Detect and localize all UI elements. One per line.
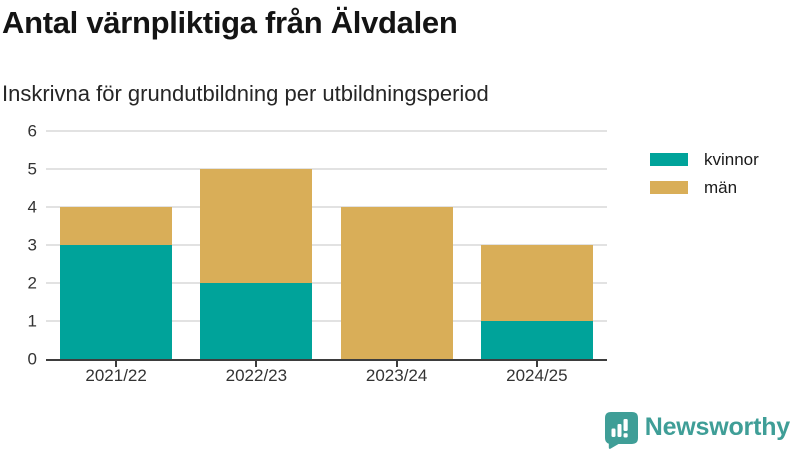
chart-title: Antal värnpliktiga från Älvdalen [2, 5, 458, 40]
x-tick-2024/25 [535, 361, 538, 367]
bar-segment-2022/23-män [200, 169, 313, 283]
bar-slot-2024/25 [467, 131, 607, 367]
gridline-y1 [46, 320, 607, 323]
x-axis-labels: 2021/22 2022/23 2023/24 2024/25 [46, 366, 607, 386]
bar-segment-2022/23-kvinnor [200, 283, 313, 359]
newsworthy-icon [604, 412, 638, 449]
y-tick-label-1: 1 [27, 311, 37, 331]
bar-stack-2024/25 [480, 245, 593, 359]
y-tick-label-3: 3 [27, 235, 37, 255]
gridline-y3 [46, 244, 607, 246]
x-tick-label-2022/23: 2022/23 [225, 366, 288, 385]
bar-slot-2023/24 [327, 131, 467, 367]
plot-area [46, 130, 607, 367]
gridline-y6 [46, 130, 607, 132]
legend-item-män: män [650, 178, 759, 197]
bar-stack-2021/22 [60, 207, 173, 359]
legend: kvinnor män [650, 150, 759, 206]
gridline-y4 [46, 206, 607, 209]
x-tick-2021/22 [115, 361, 118, 367]
y-tick-label-5: 5 [27, 159, 37, 179]
y-axis-labels: 0 1 2 3 4 5 6 [0, 123, 37, 368]
newsworthy-wordmark: Newsworthy [644, 413, 790, 441]
x-tick-label-2021/22: 2021/22 [85, 366, 147, 385]
bar-segment-2021/22-män [60, 207, 173, 245]
bar-slot-2022/23 [186, 131, 326, 367]
newsworthy-logo: Newsworthy [604, 412, 790, 449]
x-tick-label-2024/25: 2024/25 [506, 366, 568, 385]
bar-segment-2021/22-kvinnor [60, 245, 173, 359]
bar-series [46, 131, 607, 367]
bar-slot-2021/22 [46, 131, 186, 367]
bar-stack-2022/23 [200, 169, 313, 359]
bar-segment-2024/25-kvinnor [480, 321, 593, 359]
gridline-y5 [46, 168, 607, 170]
y-tick-label-4: 4 [27, 197, 37, 217]
legend-label-kvinnor: kvinnor [704, 149, 759, 169]
x-tick-2022/23 [255, 361, 258, 367]
legend-item-kvinnor: kvinnor [650, 150, 759, 169]
legend-swatch-kvinnor [650, 153, 688, 166]
bar-segment-2024/25-män [480, 245, 593, 321]
chart-subtitle: Inskrivna för grundutbildning per utbild… [2, 81, 489, 106]
y-tick-label-2: 2 [27, 273, 37, 293]
bar-segment-2023/24-män [340, 207, 453, 359]
y-tick-label-6: 6 [27, 121, 37, 141]
legend-swatch-män [650, 181, 688, 194]
y-tick-label-0: 0 [27, 349, 37, 369]
x-tick-2023/24 [395, 361, 398, 367]
x-tick-label-2023/24: 2023/24 [365, 366, 428, 385]
legend-label-män: män [704, 177, 738, 197]
bar-stack-2023/24 [340, 207, 453, 359]
gridline-y2 [46, 282, 607, 285]
